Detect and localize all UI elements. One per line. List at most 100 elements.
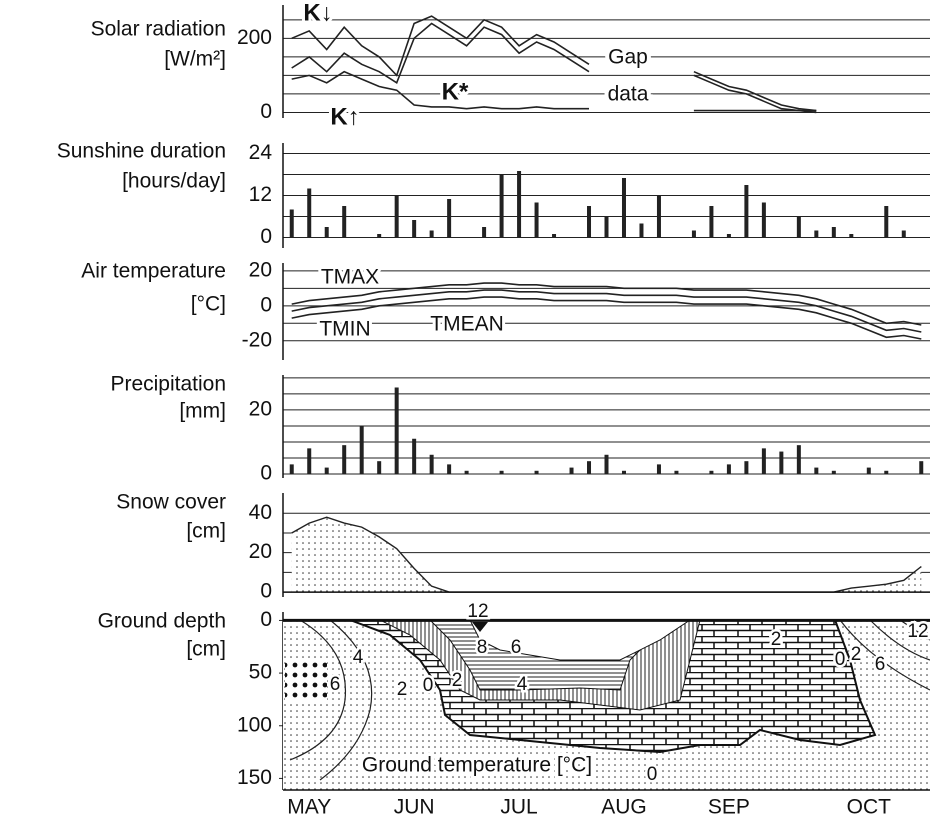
- y-tick-label: -20: [242, 328, 272, 351]
- bar: [359, 425, 364, 474]
- x-tick-label: OCT: [847, 796, 892, 819]
- contour-label: 2: [771, 629, 782, 650]
- bar: [342, 445, 347, 474]
- bar: [709, 206, 714, 238]
- series-line: [291, 22, 817, 114]
- contour-label: 8: [477, 637, 488, 658]
- contour-label: 4: [353, 647, 364, 668]
- y-tick-label: 0: [260, 462, 272, 485]
- y-axis-label: Ground depth: [98, 610, 226, 633]
- y-axis-label: [mm]: [179, 400, 226, 423]
- bar: [639, 223, 644, 238]
- y-tick-label: 0: [260, 225, 272, 248]
- bar: [621, 178, 626, 238]
- series-line: [291, 282, 922, 326]
- contour-label: 4: [517, 674, 528, 695]
- cold-core: [285, 662, 327, 702]
- x-tick-label: JUN: [394, 796, 435, 819]
- bar: [656, 195, 661, 238]
- series-label: K↑: [330, 103, 359, 130]
- snow-area: [291, 517, 922, 593]
- y-tick-label: 150: [237, 766, 272, 789]
- bar: [726, 234, 731, 238]
- y-axis-label: Precipitation: [110, 373, 226, 396]
- contour-label: 6: [511, 637, 522, 658]
- bar: [674, 470, 679, 474]
- y-tick-label: 0: [260, 293, 272, 316]
- series-line: [291, 70, 817, 112]
- contour-label: 0: [835, 649, 846, 670]
- bar: [569, 467, 574, 474]
- annotation: data: [608, 83, 649, 106]
- bar: [412, 220, 417, 238]
- bar: [429, 454, 434, 474]
- contour-label: 2: [452, 670, 463, 691]
- bar: [289, 209, 294, 238]
- ground-temperature-field: [283, 619, 930, 790]
- bar: [377, 461, 382, 474]
- bar: [831, 227, 836, 238]
- max-marker: [472, 622, 488, 632]
- bar: [394, 387, 399, 474]
- bar: [552, 234, 557, 238]
- y-tick-label: 100: [237, 713, 272, 736]
- bar: [517, 171, 522, 238]
- bar: [307, 188, 312, 238]
- bar: [587, 206, 592, 238]
- y-axis-label: [cm]: [186, 638, 226, 661]
- bar: [307, 448, 312, 474]
- zone-above-6: [469, 619, 692, 661]
- bar: [656, 464, 661, 474]
- bar: [796, 216, 801, 238]
- y-tick-label: 20: [249, 540, 272, 563]
- bar: [866, 467, 871, 474]
- bar: [919, 461, 924, 474]
- bar: [429, 230, 434, 238]
- y-axis-label: Air temperature: [81, 260, 226, 283]
- bar: [884, 470, 889, 474]
- bar: [289, 464, 294, 474]
- contour-label: 6: [330, 674, 341, 695]
- bar: [342, 206, 347, 238]
- y-tick-label: 200: [237, 26, 272, 49]
- series-label: TMEAN: [430, 313, 504, 336]
- contour-label: 0: [423, 675, 434, 696]
- bar: [796, 445, 801, 474]
- bar: [412, 438, 417, 474]
- bar: [482, 227, 487, 238]
- bar: [447, 464, 452, 474]
- bar: [324, 227, 329, 238]
- series-line: [291, 289, 922, 333]
- bar: [394, 195, 399, 238]
- y-tick-label: 40: [249, 501, 272, 524]
- y-tick-label: 20: [249, 397, 272, 420]
- bar: [464, 470, 469, 474]
- bar: [324, 467, 329, 474]
- bar: [884, 206, 889, 238]
- contour-label: 12: [467, 601, 488, 622]
- annotation: Gap: [608, 46, 648, 69]
- bar: [831, 470, 836, 474]
- bar: [726, 464, 731, 474]
- bar: [621, 470, 626, 474]
- contour-label: 6: [875, 654, 886, 675]
- series-label: K*: [442, 78, 469, 105]
- y-axis-label: [hours/day]: [122, 170, 226, 193]
- y-tick-label: 50: [249, 661, 272, 684]
- bar: [534, 202, 539, 238]
- contour-label: 12: [907, 621, 928, 642]
- series-label: TMIN: [319, 318, 370, 341]
- bar: [377, 234, 382, 238]
- y-tick-label: 0: [260, 100, 272, 123]
- contour-label: 2: [851, 644, 862, 665]
- y-axis-label: [°C]: [191, 293, 226, 316]
- bar: [499, 174, 504, 238]
- bar: [814, 230, 819, 238]
- series-line: [291, 15, 817, 112]
- series-label: TMAX: [321, 266, 379, 289]
- y-axis-label: Sunshine duration: [57, 140, 226, 163]
- bar: [587, 461, 592, 474]
- y-axis-label: Snow cover: [116, 491, 226, 514]
